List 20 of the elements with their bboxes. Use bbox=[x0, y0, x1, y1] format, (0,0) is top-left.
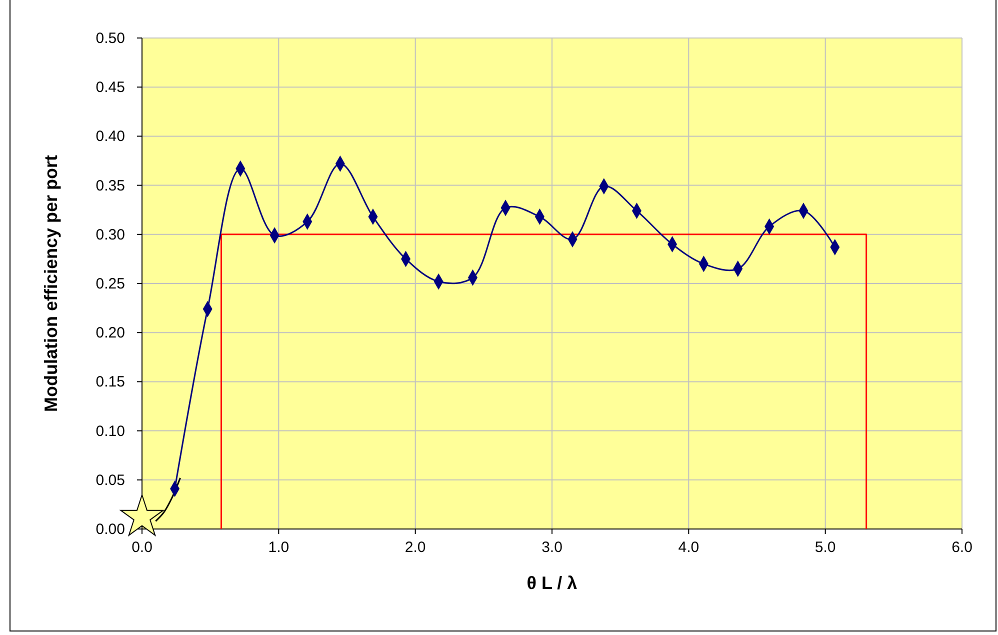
x-tick-label: 1.0 bbox=[268, 539, 290, 556]
x-tick-label: 5.0 bbox=[814, 539, 836, 556]
x-tick-label: 0.0 bbox=[132, 539, 152, 556]
y-tick-label: 0.10 bbox=[96, 422, 125, 440]
x-tick-label: 3.0 bbox=[542, 539, 562, 556]
y-tick-label: 0.40 bbox=[96, 128, 125, 146]
x-tick-label: 2.0 bbox=[404, 539, 426, 556]
y-tick-label: 0.05 bbox=[96, 472, 125, 489]
x-axis-title: θ L / λ bbox=[526, 573, 578, 593]
y-tick-label: 0.45 bbox=[96, 79, 125, 96]
x-tick-label: 6.0 bbox=[952, 539, 972, 556]
y-tick-label: 0.20 bbox=[96, 324, 125, 342]
y-tick-label: 0.50 bbox=[96, 30, 125, 47]
y-tick-label: 0.15 bbox=[96, 374, 125, 391]
y-tick-label: 0.25 bbox=[96, 276, 125, 292]
y-tick-label: 0.30 bbox=[96, 226, 125, 244]
y-tick-label: 0.00 bbox=[96, 521, 125, 538]
y-tick-label: 0.35 bbox=[96, 177, 125, 194]
y-axis-title: Modulation efficiency per port bbox=[41, 154, 61, 412]
x-tick-label: 4.0 bbox=[678, 539, 700, 556]
